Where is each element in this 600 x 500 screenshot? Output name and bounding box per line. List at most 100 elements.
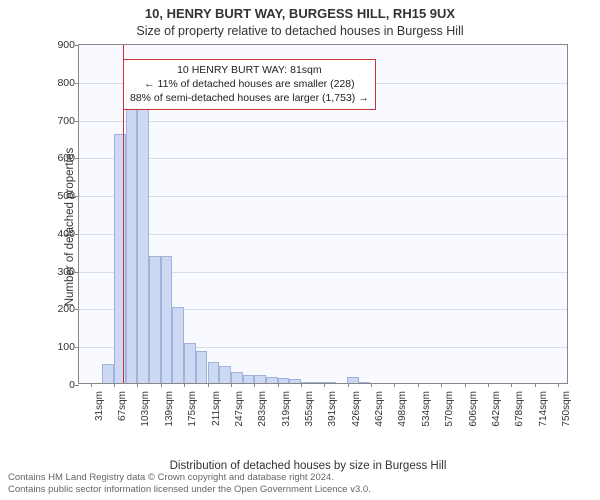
x-tick-mark	[535, 383, 536, 387]
plot-area: 010020030040050060070080090031sqm67sqm10…	[78, 44, 568, 384]
x-tick-mark	[91, 383, 92, 387]
y-tick-label: 500	[49, 190, 75, 202]
histogram-bar	[231, 372, 243, 383]
x-tick-mark	[301, 383, 302, 387]
y-tick-mark	[75, 196, 79, 197]
x-tick-mark	[324, 383, 325, 387]
histogram-bar	[254, 375, 266, 383]
y-tick-mark	[75, 309, 79, 310]
x-tick-label: 462sqm	[374, 391, 385, 427]
histogram-bar	[289, 379, 301, 383]
x-tick-mark	[208, 383, 209, 387]
y-tick-mark	[75, 121, 79, 122]
grid-line	[79, 196, 567, 197]
x-tick-label: 67sqm	[117, 391, 128, 421]
y-tick-mark	[75, 385, 79, 386]
x-tick-mark	[488, 383, 489, 387]
x-tick-mark	[114, 383, 115, 387]
y-tick-label: 0	[49, 379, 75, 391]
histogram-bar	[278, 378, 290, 383]
x-tick-label: 498sqm	[397, 391, 408, 427]
x-tick-label: 103sqm	[140, 391, 151, 427]
x-tick-label: 283sqm	[257, 391, 268, 427]
y-tick-mark	[75, 347, 79, 348]
y-tick-mark	[75, 83, 79, 84]
x-tick-label: 247sqm	[234, 391, 245, 427]
x-tick-label: 534sqm	[421, 391, 432, 427]
x-tick-mark	[254, 383, 255, 387]
chart-container: Number of detached properties 0100200300…	[48, 44, 568, 414]
chart-titles: 10, HENRY BURT WAY, BURGESS HILL, RH15 9…	[0, 0, 600, 39]
histogram-bar	[266, 377, 278, 383]
annotation-box: 10 HENRY BURT WAY: 81sqm← 11% of detache…	[123, 59, 376, 110]
histogram-bar	[359, 382, 371, 383]
y-tick-label: 300	[49, 266, 75, 278]
grid-line	[79, 234, 567, 235]
grid-line	[79, 158, 567, 159]
y-tick-mark	[75, 158, 79, 159]
histogram-bar	[137, 98, 149, 383]
x-tick-label: 426sqm	[351, 391, 362, 427]
y-tick-label: 200	[49, 303, 75, 315]
x-tick-label: 391sqm	[327, 391, 338, 427]
histogram-bar	[102, 364, 114, 383]
y-tick-label: 800	[49, 77, 75, 89]
x-tick-label: 355sqm	[304, 391, 315, 427]
histogram-bar	[149, 256, 161, 383]
y-tick-mark	[75, 45, 79, 46]
x-tick-mark	[394, 383, 395, 387]
x-tick-mark	[371, 383, 372, 387]
x-tick-mark	[278, 383, 279, 387]
histogram-bar	[126, 88, 138, 383]
x-tick-label: 175sqm	[187, 391, 198, 427]
x-tick-mark	[511, 383, 512, 387]
histogram-bar	[208, 362, 220, 383]
histogram-bar	[196, 351, 208, 383]
x-tick-label: 678sqm	[514, 391, 525, 427]
histogram-bar	[313, 382, 325, 383]
y-tick-label: 100	[49, 341, 75, 353]
y-tick-label: 400	[49, 228, 75, 240]
x-tick-mark	[465, 383, 466, 387]
y-tick-label: 700	[49, 115, 75, 127]
chart-title-main: 10, HENRY BURT WAY, BURGESS HILL, RH15 9…	[0, 6, 600, 23]
y-tick-mark	[75, 272, 79, 273]
histogram-bar	[347, 377, 359, 383]
x-tick-mark	[231, 383, 232, 387]
grid-line	[79, 121, 567, 122]
x-tick-mark	[558, 383, 559, 387]
x-tick-label: 319sqm	[281, 391, 292, 427]
x-axis-label: Distribution of detached houses by size …	[48, 460, 568, 472]
histogram-bar	[161, 256, 173, 383]
footer-line-1: Contains HM Land Registry data © Crown c…	[8, 472, 371, 484]
y-tick-mark	[75, 234, 79, 235]
histogram-bar	[301, 382, 313, 384]
x-tick-label: 714sqm	[538, 391, 549, 427]
x-tick-label: 570sqm	[444, 391, 455, 427]
y-tick-label: 600	[49, 152, 75, 164]
footer-line-2: Contains public sector information licen…	[8, 484, 371, 496]
x-tick-mark	[137, 383, 138, 387]
x-tick-mark	[161, 383, 162, 387]
histogram-bar	[184, 343, 196, 383]
annotation-line-2: ← 11% of detached houses are smaller (22…	[130, 77, 369, 91]
x-tick-label: 139sqm	[164, 391, 175, 427]
y-tick-label: 900	[49, 39, 75, 51]
x-tick-mark	[348, 383, 349, 387]
chart-title-sub: Size of property relative to detached ho…	[0, 23, 600, 39]
x-tick-mark	[441, 383, 442, 387]
x-tick-label: 606sqm	[468, 391, 479, 427]
histogram-bar	[324, 382, 336, 383]
x-tick-label: 211sqm	[211, 391, 222, 426]
annotation-line-3: 88% of semi-detached houses are larger (…	[130, 91, 369, 105]
histogram-bar	[172, 307, 184, 383]
footer-attribution: Contains HM Land Registry data © Crown c…	[8, 472, 371, 496]
histogram-bar	[243, 375, 255, 383]
annotation-line-1: 10 HENRY BURT WAY: 81sqm	[130, 63, 369, 77]
histogram-bar	[219, 366, 231, 383]
x-tick-mark	[184, 383, 185, 387]
x-tick-label: 31sqm	[94, 391, 105, 421]
x-tick-label: 750sqm	[561, 391, 572, 427]
x-tick-mark	[418, 383, 419, 387]
x-tick-label: 642sqm	[491, 391, 502, 427]
